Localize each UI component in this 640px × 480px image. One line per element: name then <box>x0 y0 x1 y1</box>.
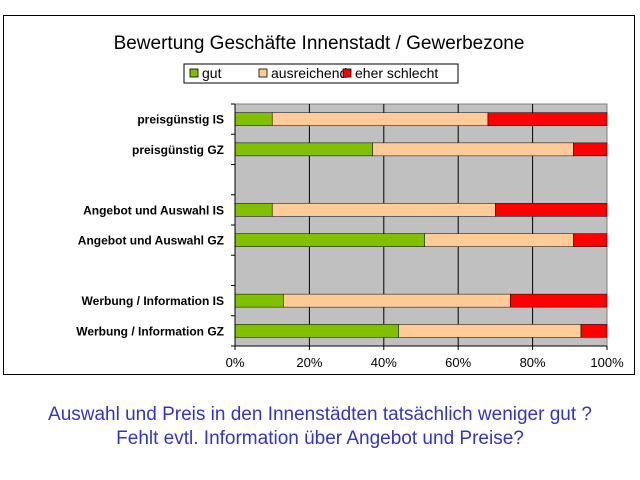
caption-line-1: Auswahl und Preis in den Innenstädten ta… <box>48 404 592 425</box>
bar-eher-schlecht <box>510 293 608 308</box>
legend-label-eher-schlecht: eher schlecht <box>355 65 438 81</box>
bar-gut <box>234 142 373 157</box>
plot-area <box>234 103 608 347</box>
x-tick-label: 100% <box>590 355 624 370</box>
legend <box>183 63 459 84</box>
x-tick-label: 20% <box>296 355 322 370</box>
category-label: preisgünstig GZ <box>132 143 224 157</box>
bar-gut <box>234 203 273 217</box>
x-tick-label: 40% <box>371 355 397 370</box>
chart-frame: Bewertung Geschäfte Innenstadt / Gewerbe… <box>3 15 635 375</box>
legend-swatch-ausreichend <box>258 68 268 78</box>
bar-ausreichend <box>424 233 574 247</box>
bar-ausreichend <box>372 142 574 157</box>
bar-eher-schlecht <box>573 142 608 157</box>
bar-eher-schlecht <box>573 233 608 247</box>
x-tick-label: 80% <box>520 355 546 370</box>
category-label: preisgünstig IS <box>137 113 224 127</box>
legend-swatch-gut <box>189 68 199 78</box>
bar-ausreichend <box>271 203 496 217</box>
bar-gut <box>234 112 273 126</box>
category-label: Angebot und Auswahl GZ <box>78 234 224 248</box>
bar-ausreichend <box>283 293 511 308</box>
chart-title: Bewertung Geschäfte Innenstadt / Gewerbe… <box>114 33 525 54</box>
bar-gut <box>234 233 425 247</box>
bar-ausreichend <box>398 324 582 338</box>
bar-gut <box>234 293 284 308</box>
bar-eher-schlecht <box>487 112 608 126</box>
category-label: Angebot und Auswahl IS <box>83 203 224 217</box>
legend-swatch-eher-schlecht <box>342 68 352 78</box>
x-tick-label: 60% <box>445 355 471 370</box>
bar-ausreichend <box>271 112 489 126</box>
caption-line-2: Fehlt evtl. Information über Angebot und… <box>116 428 524 449</box>
bar-eher-schlecht <box>580 324 608 338</box>
x-tick-label: 0% <box>226 355 245 370</box>
category-label: Werbung / Information IS <box>82 294 224 308</box>
chart: Bewertung Geschäfte Innenstadt / Gewerbe… <box>76 33 624 370</box>
legend-label-gut: gut <box>202 65 222 81</box>
category-label: Werbung / Information GZ <box>76 324 224 338</box>
legend-label-ausreichend: ausreichend <box>271 65 347 81</box>
bar-eher-schlecht <box>495 203 608 217</box>
bar-gut <box>234 324 399 338</box>
